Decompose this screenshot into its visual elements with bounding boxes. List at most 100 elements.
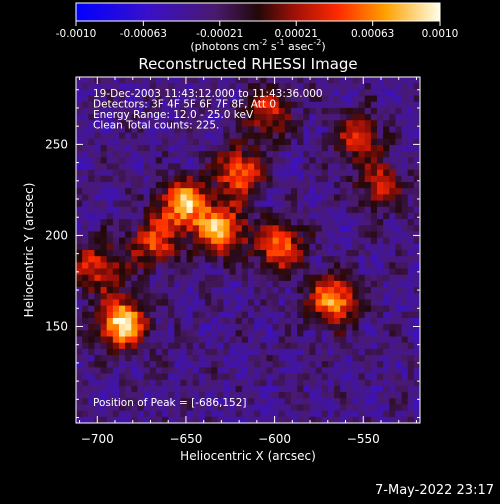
heatmap-cell [186, 83, 194, 90]
heatmap-cell [254, 169, 261, 177]
heatmap-cell [174, 262, 182, 270]
heatmap-cell [180, 416, 188, 423]
heatmap-cell [211, 194, 218, 202]
heatmap-cell [131, 151, 139, 158]
heatmap-cell [143, 299, 151, 307]
heatmap-cell [352, 392, 360, 399]
heatmap-cell [223, 77, 231, 84]
heatmap-cell [278, 311, 286, 319]
heatmap-cell [76, 219, 83, 226]
heatmap-cell [192, 237, 200, 245]
heatmap-cell [297, 373, 304, 381]
heatmap-cell [377, 250, 384, 257]
heatmap-cell [352, 169, 360, 177]
heatmap-cell [254, 317, 261, 325]
heatmap-cell [389, 126, 397, 134]
heatmap-cell [162, 348, 169, 356]
heatmap-cell [192, 293, 200, 301]
heatmap-cell [192, 268, 200, 276]
heatmap-cell [106, 367, 114, 375]
heatmap-cell [401, 336, 409, 344]
heatmap-cell [162, 225, 169, 233]
heatmap-cell [278, 175, 286, 183]
heatmap-cell [106, 287, 114, 294]
heatmap-cell [401, 398, 409, 406]
heatmap-cell [346, 373, 354, 381]
heatmap-cell [401, 120, 409, 128]
heatmap-cell [162, 188, 169, 195]
heatmap-cell [407, 262, 415, 270]
heatmap-cell [321, 404, 329, 412]
heatmap-cell [260, 280, 268, 288]
heatmap-cell [88, 355, 96, 362]
heatmap-cell [272, 231, 280, 239]
heatmap-cell [309, 101, 317, 109]
heatmap-cell [272, 212, 280, 220]
heatmap-cell [272, 367, 280, 375]
heatmap-cell [186, 169, 194, 177]
heatmap-cell [112, 324, 120, 331]
heatmap-cell [352, 355, 360, 362]
heatmap-cell [401, 348, 409, 356]
heatmap-cell [315, 157, 323, 165]
heatmap-cell [389, 138, 397, 146]
heatmap-cell [266, 293, 274, 301]
heatmap-cell [303, 114, 311, 121]
heatmap-cell [88, 231, 96, 239]
heatmap-cell [235, 101, 243, 109]
heatmap-cell [162, 120, 169, 128]
heatmap-cell [241, 225, 249, 233]
heatmap-cell [137, 293, 145, 301]
heatmap-cell [76, 138, 83, 146]
heatmap-cell [192, 144, 200, 152]
heatmap-cell [229, 237, 237, 245]
heatmap-cell [205, 324, 212, 331]
heatmap-cell [217, 336, 225, 344]
heatmap-cell [370, 299, 378, 307]
heatmap-cell [266, 398, 274, 406]
heatmap-cell [248, 361, 255, 368]
heatmap-cell [192, 317, 200, 325]
heatmap-cell [334, 398, 341, 406]
heatmap-cell [346, 95, 354, 103]
heatmap-cell [149, 194, 157, 202]
heatmap-cell [217, 219, 225, 226]
heatmap-cell [205, 336, 212, 344]
heatmap-cell [272, 398, 280, 406]
heatmap-cell [131, 392, 139, 399]
heatmap-cell [315, 237, 323, 245]
heatmap-cell [401, 342, 409, 350]
heatmap-cell [389, 361, 397, 368]
heatmap-cell [370, 144, 378, 152]
heatmap-cell [174, 225, 182, 233]
heatmap-cell [155, 200, 163, 208]
heatmap-cell [82, 107, 89, 115]
heatmap-cell [309, 373, 317, 381]
heatmap-cell [266, 225, 274, 233]
heatmap-cell [358, 219, 366, 226]
heatmap-cell [192, 287, 200, 294]
heatmap-cell [272, 330, 280, 338]
heatmap-cell [291, 77, 298, 84]
heatmap-cell [137, 342, 145, 350]
heatmap-cell [389, 206, 397, 214]
heatmap-cell [309, 107, 317, 115]
heatmap-cell [186, 373, 194, 381]
heatmap-cell [284, 305, 292, 313]
heatmap-cell [303, 348, 311, 356]
heatmap-cell [186, 114, 194, 121]
heatmap-cell [389, 392, 397, 399]
heatmap-cell [94, 144, 102, 152]
heatmap-cell [82, 157, 89, 165]
heatmap-cell [186, 410, 194, 418]
heatmap-cell [88, 398, 96, 406]
heatmap-cell [284, 120, 292, 128]
heatmap-cell [76, 262, 83, 270]
heatmap-cell [327, 237, 335, 245]
heatmap-cell [334, 175, 341, 183]
heatmap-cell [327, 392, 335, 399]
heatmap-cell [106, 206, 114, 214]
heatmap-cell [174, 379, 182, 387]
heatmap-cell [137, 379, 145, 387]
